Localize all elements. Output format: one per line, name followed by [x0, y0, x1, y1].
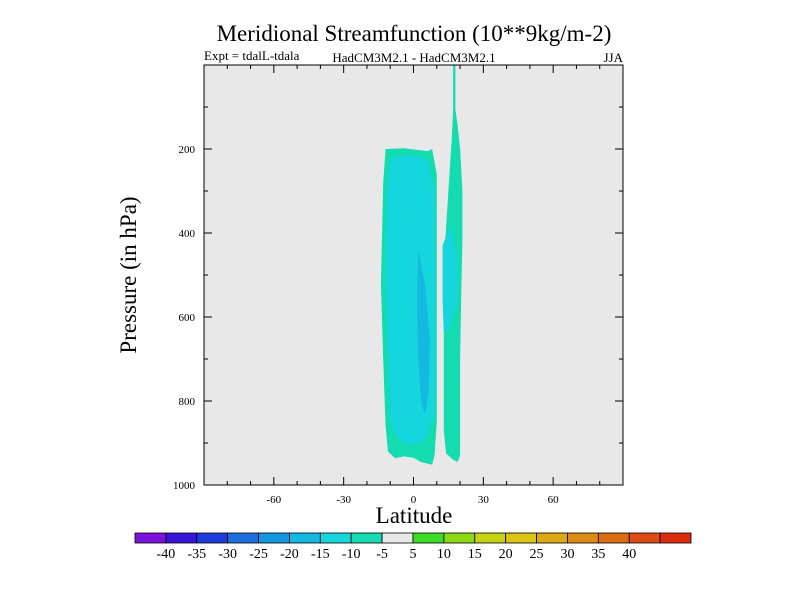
colorbar-swatch	[567, 532, 599, 544]
colorbar-swatch	[381, 532, 414, 544]
colorbar-swatch	[319, 532, 352, 544]
colorbar-swatch	[474, 532, 507, 544]
y-tick-label: 600	[179, 312, 196, 324]
colorbar-tick-label: 40	[622, 547, 636, 562]
contour-region-2	[417, 249, 430, 414]
subtitle-models: HadCM3M2.1 - HadCM3M2.1	[332, 50, 495, 65]
y-tick-label: 800	[179, 396, 196, 408]
colorbar-tick-label: -5	[376, 547, 388, 562]
y-tick-label: 1000	[173, 480, 196, 492]
colorbar-swatch	[536, 532, 568, 544]
colorbar-tick-label: 5	[410, 547, 417, 562]
colorbar-swatch	[443, 532, 476, 544]
y-tick-label: 400	[179, 228, 196, 240]
colorbar-tick-label: 20	[499, 547, 513, 562]
colorbar-swatch	[227, 532, 259, 544]
colorbar-swatch	[165, 532, 198, 544]
colorbar-swatch	[134, 532, 167, 544]
colorbar-tick-label: -15	[311, 547, 330, 562]
colorbar-tick-label: -20	[280, 547, 299, 562]
colorbar-tick-label: -25	[249, 547, 268, 562]
colorbar-tick-label: -40	[157, 547, 176, 562]
colorbar-swatch	[196, 532, 229, 544]
axis-ticks: -60 -30 0 30 60 200 400 600 800 1000	[173, 65, 623, 506]
x-tick-label: -60	[266, 494, 281, 506]
y-tick-label: 200	[179, 144, 196, 156]
x-tick-label: 60	[548, 494, 560, 506]
colorbar-tick-label: 15	[468, 547, 482, 562]
colorbar-swatch	[597, 532, 630, 544]
colorbar-swatch	[258, 532, 290, 544]
colorbar-swatch	[289, 532, 321, 544]
subtitle-expt: Expt = tdalL-tdala	[204, 48, 300, 63]
contour-layer	[380, 65, 463, 465]
chart-title: Meridional Streamfunction (10**9kg/m-2)	[217, 21, 612, 46]
colorbar-swatch	[412, 532, 445, 544]
colorbar-tick-label: 35	[591, 547, 605, 562]
contour-region-1	[385, 155, 436, 446]
x-axis-label: Latitude	[376, 503, 453, 528]
colorbar-swatch	[628, 532, 661, 544]
colorbar-tick-label: -35	[187, 547, 206, 562]
colorbar-swatch	[505, 532, 537, 544]
colorbar-tick-label: -30	[218, 547, 237, 562]
x-tick-label: 0	[411, 494, 417, 506]
colorbar-tick-label: 10	[437, 547, 451, 562]
colorbar: -40 -35 -30 -25 -20 -15 -10 -5 5 10 15 20 25 30 35 40	[134, 532, 692, 562]
colorbar-tick-label: 30	[560, 547, 574, 562]
contour-region-4	[442, 224, 458, 334]
colorbar-tick-label: 25	[530, 547, 544, 562]
x-tick-label: 30	[478, 494, 490, 506]
y-axis-label: Pressure (in hPa)	[116, 196, 141, 353]
colorbar-tick-label: -10	[342, 547, 361, 562]
colorbar-swatch	[659, 532, 692, 544]
season-label: JJA	[603, 50, 623, 65]
colorbar-swatch	[350, 532, 383, 544]
x-tick-label: -30	[336, 494, 351, 506]
